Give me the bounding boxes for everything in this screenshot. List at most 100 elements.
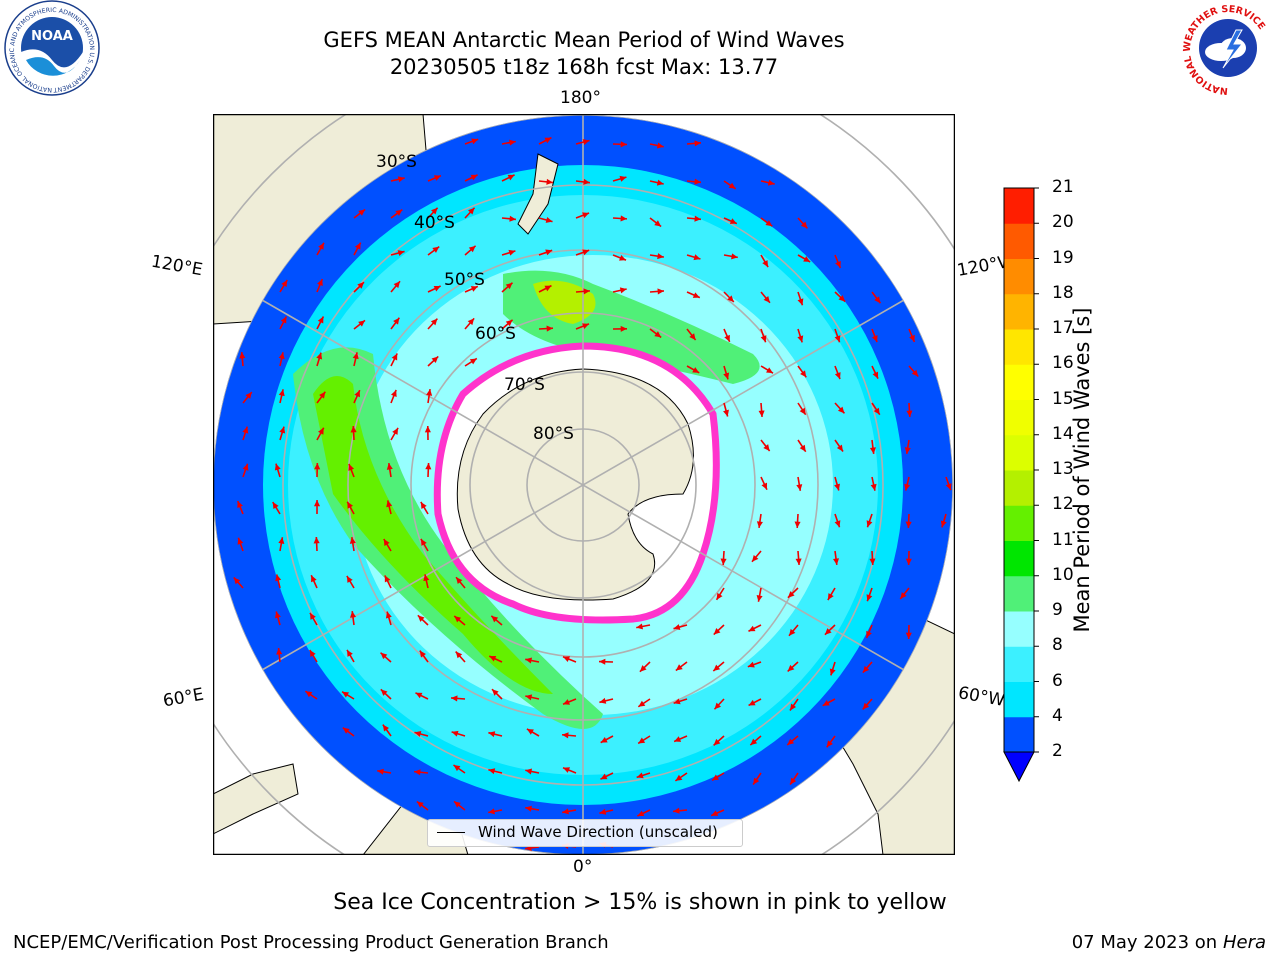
wave-direction-arrowhead [386,500,393,508]
colorbar-segment [1004,258,1034,295]
wave-direction-arrowhead [827,593,834,601]
colorbar-label: Mean Period of Wind Waves [s] [1070,307,1094,633]
chart-title: GEFS MEAN Antarctic Mean Period of Wind … [323,28,845,52]
wave-direction-arrowhead [620,141,627,148]
wave-direction-arrowhead [803,256,811,262]
wave-direction-arrowhead [731,253,738,260]
colorbar-segment [1004,540,1034,577]
wave-direction-arrowhead [280,316,287,324]
wave-direction-arrowhead [507,174,515,181]
wave-direction-arrowhead [752,554,759,562]
wave-direction-arrowhead [509,215,516,222]
wave-direction-arrowhead [713,664,721,672]
wave-direction-arrowhead [869,558,876,565]
wave-direction-arrowhead [419,650,426,658]
wave-direction-arrowhead [233,577,241,585]
wave-direction-arrowhead [395,209,403,216]
wave-direction-arrowhead [824,628,832,635]
colorbar-tick-label: 13 [1052,459,1074,479]
wave-direction-arrowhead [763,444,770,452]
wave-direction-arrowhead [354,390,360,398]
wave-direction-arrowhead [451,730,459,737]
wave-direction-arrowhead [305,691,313,698]
wave-direction-arrowhead [562,732,569,739]
wave-direction-arrowhead [729,218,737,224]
chart-subtitle-run: 20230505 t18z 168h fcst Max: 13.77 [389,55,779,79]
wave-direction-arrowhead [600,736,608,743]
colorbar-segment [1004,716,1034,753]
wave-direction-arrowhead [748,625,756,632]
wave-direction-arrowhead [348,463,355,471]
wave-direction-arrowhead [720,558,727,565]
wave-direction-arrowhead [431,207,438,215]
wave-direction-arrowhead [545,249,553,256]
wave-direction-arrowhead [787,591,795,598]
wave-direction-arrowhead [636,772,644,779]
wave-direction-arrowhead [342,727,350,734]
wave-direction-arrowhead [349,537,356,544]
wave-direction-arrowhead [693,254,701,261]
wave-direction-arrowhead [414,731,422,737]
colorbar-tick-label: 11 [1052,529,1074,550]
wave-direction-arrowhead [311,575,317,583]
colorbar-tick-label: 17 [1052,318,1074,338]
wave-direction-arrowhead [456,577,463,585]
wave-direction-arrowhead [546,325,553,332]
wave-direction-arrowhead [797,335,804,343]
wave-direction-arrowhead [525,657,533,664]
wave-direction-arrowhead [862,665,870,673]
wave-direction-arrowhead [358,209,366,216]
wave-direction-arrowhead [582,139,590,146]
wave-direction-arrowhead [426,389,433,396]
wave-direction-arrowhead [599,808,607,815]
wave-direction-arrowhead [583,288,590,295]
wave-direction-arrowhead [313,537,320,544]
wave-direction-arrowhead [505,319,513,327]
wave-direction-arrowhead [453,801,461,808]
wave-direction-arrowhead [619,175,627,182]
wave-direction-arrowhead [582,249,590,256]
wave-direction-arrowhead [796,484,803,491]
colorbar-segment [1004,364,1034,400]
wave-direction-arrowhead [758,410,765,417]
wave-direction-arrowhead [945,483,952,491]
wave-direction-arrowhead [424,426,431,433]
wave-direction-arrowhead [278,389,285,397]
wave-direction-arrowhead [826,740,833,748]
wave-direction-arrowhead [911,369,919,377]
wave-direction-arrowhead [488,731,496,738]
wave-direction-arrowhead [834,483,841,491]
wave-direction-arrowhead [582,212,590,219]
wave-direction-arrowhead [310,612,316,620]
wave-direction-arrowhead [870,483,877,491]
wave-direction-arrowhead [352,352,359,360]
lon-label-bottom: 0° [573,857,593,877]
wave-direction-arrowhead [639,665,647,672]
wave-direction-arrowhead [384,575,391,583]
wave-direction-arrowhead [489,656,497,662]
wave-direction-arrowhead [753,777,760,785]
wave-direction-arrowhead [544,137,552,144]
colorbar-segment [1004,188,1034,224]
wave-direction-arrowhead [563,656,571,662]
wave-direction-arrowhead [383,538,390,546]
wave-direction-arrowhead [245,392,252,399]
wave-direction-arrowhead [837,406,845,414]
wave-direction-arrowhead [417,615,425,622]
wave-direction-arrowhead [390,389,397,397]
colorbar-tick-label: 20 [1052,212,1074,233]
antarctica-land [456,368,694,601]
wave-direction-arrowhead [318,427,324,435]
footer-date: 07 May 2023 on Hera [1072,932,1266,953]
wave-direction-arrowhead [694,178,701,185]
colorbar-segment [1004,611,1034,647]
wave-direction-arrowhead [319,391,326,399]
colorbar [1003,187,1039,783]
wave-direction-arrowhead [656,142,664,149]
wave-direction-arrowhead [237,537,244,545]
wave-direction-arrowhead [414,769,421,776]
wave-direction-arrowhead [654,220,662,227]
wave-direction-arrowhead [397,250,405,256]
wave-direction-arrowhead [800,221,808,229]
wave-direction-arrowhead [391,353,398,361]
